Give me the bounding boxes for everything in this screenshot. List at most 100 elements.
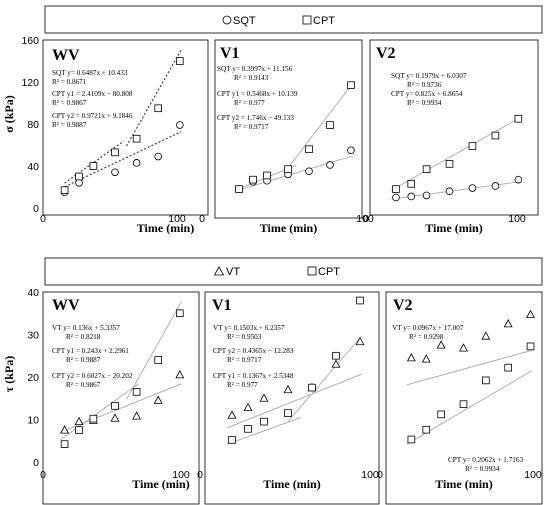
data-point-vt bbox=[481, 331, 491, 340]
trend-line bbox=[64, 131, 182, 188]
y-tick-label: 40 bbox=[27, 287, 39, 299]
data-point-cpt bbox=[154, 356, 163, 364]
y-axis-label-top: σ (kPa) bbox=[2, 95, 16, 133]
x-axis-label: Time (min) bbox=[132, 477, 189, 491]
trend-line bbox=[391, 117, 521, 191]
data-point-vt bbox=[175, 370, 185, 379]
data-point-cpt bbox=[514, 114, 523, 123]
data-point-vt bbox=[421, 354, 431, 363]
data-point-vt bbox=[503, 319, 513, 328]
regression-annotation: R² = 0.9887 bbox=[52, 121, 87, 129]
data-point-cpt bbox=[468, 142, 477, 150]
data-point-cpt bbox=[356, 296, 364, 305]
regression-annotation: VT y= 0.136x + 5.3357 bbox=[52, 324, 120, 332]
data-point-sqt bbox=[154, 152, 163, 161]
regression-annotation: SQT y= 0.6487x + 10.433 bbox=[52, 69, 128, 77]
data-point-cpt bbox=[284, 409, 292, 417]
x-tick-label: 100 bbox=[356, 213, 374, 225]
data-point-sqt bbox=[392, 193, 400, 202]
regression-annotation: CPT y1 = 0.5468x + 10.139 bbox=[217, 90, 298, 98]
x-axis-label: Time (min) bbox=[435, 477, 492, 491]
data-point-vt bbox=[331, 359, 341, 368]
data-point-cpt bbox=[111, 148, 119, 157]
data-point-cpt bbox=[445, 160, 454, 168]
data-point-cpt bbox=[491, 131, 500, 140]
data-point-cpt bbox=[305, 145, 313, 154]
trend-line bbox=[234, 155, 353, 192]
data-point-cpt bbox=[111, 402, 119, 410]
data-point-sqt bbox=[491, 182, 500, 190]
panel-title: V2 bbox=[393, 297, 413, 314]
regression-annotation: CPT y= 0.825x + 6.8654 bbox=[391, 90, 463, 98]
y-tick-label: 30 bbox=[27, 330, 39, 342]
data-point-cpt bbox=[263, 171, 271, 180]
y-tick-label: 0 bbox=[33, 457, 39, 469]
legend-label-cpt: CPT bbox=[313, 15, 335, 27]
data-point-cpt bbox=[132, 134, 141, 143]
trend-line bbox=[227, 373, 362, 429]
y-tick-label: 20 bbox=[27, 372, 39, 384]
regression-annotation: CPT y2 = 0.9721x + 9.1846 bbox=[52, 112, 133, 120]
data-point-cpt bbox=[89, 162, 98, 170]
data-point-vt bbox=[459, 343, 468, 352]
data-point-cpt bbox=[326, 121, 334, 129]
panel-title: V2 bbox=[376, 45, 396, 62]
panel-border bbox=[204, 291, 380, 505]
regression-annotation: R² = 0.9298 bbox=[409, 333, 444, 341]
x-tick-label: 0 bbox=[199, 213, 205, 225]
data-point-sqt bbox=[514, 175, 523, 184]
data-point-sqt bbox=[326, 161, 334, 169]
regression-annotation: R² = 0.9934 bbox=[407, 99, 442, 107]
trend-line bbox=[227, 417, 301, 445]
data-point-cpt bbox=[407, 435, 416, 444]
trend-line bbox=[287, 83, 353, 169]
regression-annotation: CPT y1 = 2.4109x − 80.808 bbox=[52, 90, 133, 98]
x-tick-label: 100 bbox=[361, 469, 379, 481]
data-point-cpt bbox=[249, 175, 257, 184]
x-tick-label: 100 bbox=[524, 469, 542, 481]
panel-title: V1 bbox=[220, 45, 240, 62]
data-point-cpt bbox=[347, 81, 355, 89]
y-tick-label: 160 bbox=[21, 35, 39, 47]
trend-line bbox=[126, 301, 182, 400]
data-point-cpt bbox=[422, 425, 431, 434]
x-tick-label: 0 bbox=[377, 469, 383, 481]
data-point-vt bbox=[406, 353, 416, 362]
regression-annotation: CPT y2 = 1.746x − 49.133 bbox=[217, 114, 294, 122]
legend-label-cpt: CPT bbox=[318, 266, 340, 278]
panel-title: V1 bbox=[212, 297, 232, 314]
y-tick-label: 10 bbox=[27, 415, 39, 427]
legend-bottom: VT CPT bbox=[44, 257, 543, 286]
x-axis-label: Time (min) bbox=[425, 221, 482, 235]
x-tick-label: 0 bbox=[363, 213, 369, 225]
data-point-cpt bbox=[154, 104, 163, 113]
x-tick-label: 100 bbox=[508, 213, 526, 225]
regression-annotation: CPT y1 = 0.243x + 2.2961 bbox=[52, 347, 129, 355]
data-point-vt bbox=[283, 384, 293, 394]
data-point-vt bbox=[355, 336, 365, 346]
data-point-cpt bbox=[437, 410, 445, 419]
data-point-cpt bbox=[132, 388, 141, 396]
data-point-cpt bbox=[228, 436, 236, 444]
y-tick-label: 120 bbox=[21, 77, 39, 89]
regression-annotation: R² = 0.977 bbox=[227, 381, 258, 389]
regression-annotation: R² = 0.9503 bbox=[227, 333, 262, 341]
data-point-sqt bbox=[111, 168, 119, 177]
data-point-sqt bbox=[347, 146, 355, 155]
x-tick-label: 0 bbox=[40, 213, 46, 225]
legend-triangle-marker bbox=[213, 266, 225, 276]
legend-square-marker bbox=[302, 15, 312, 25]
data-point-sqt bbox=[132, 159, 141, 167]
data-point-sqt bbox=[468, 184, 477, 192]
data-point-sqt bbox=[305, 167, 313, 176]
data-point-cpt bbox=[75, 172, 83, 181]
data-point-vt bbox=[227, 410, 237, 419]
data-point-vt bbox=[436, 340, 446, 349]
data-point-cpt bbox=[244, 425, 252, 433]
data-point-cpt bbox=[422, 165, 431, 173]
y-tick-label: 40 bbox=[27, 161, 39, 173]
data-point-sqt bbox=[75, 179, 83, 187]
